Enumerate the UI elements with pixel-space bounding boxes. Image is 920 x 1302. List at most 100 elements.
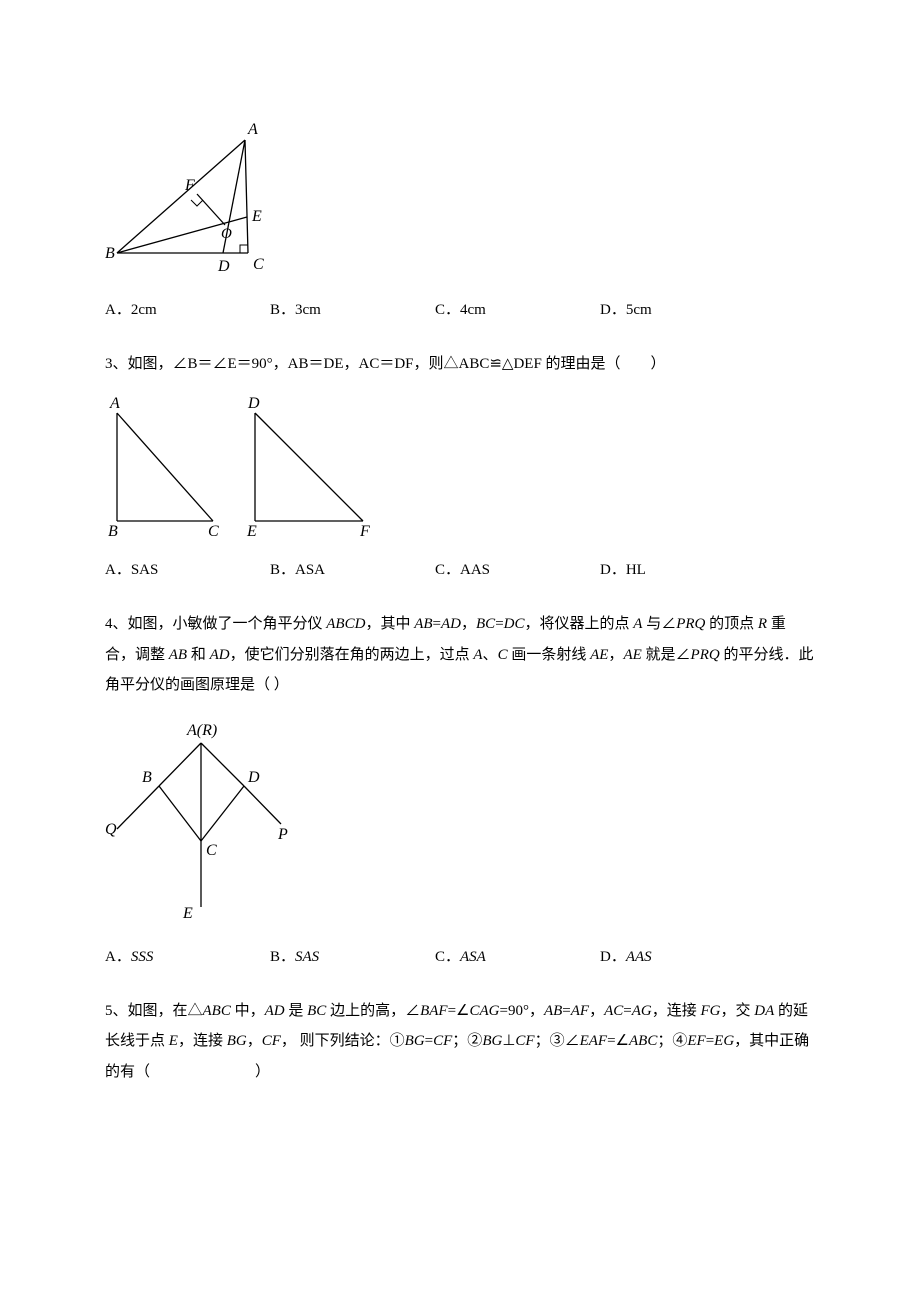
q5-abc2: ABC bbox=[629, 1033, 657, 1049]
q5-e3: = bbox=[623, 1003, 631, 1019]
q5-bg2: BG bbox=[405, 1033, 425, 1049]
q5-p9: ， 则下列结论：① bbox=[281, 1033, 405, 1049]
q5-p3: 是 bbox=[285, 1003, 308, 1019]
label-B4: B bbox=[142, 769, 152, 786]
q4-t8: ，使它们分别落在角的两边上，过点 bbox=[230, 647, 474, 663]
q4-od-p: D． bbox=[600, 949, 626, 965]
q3-svg: A B C D E F bbox=[105, 393, 385, 538]
q4-dun: 、 bbox=[483, 647, 498, 663]
q5-af: AF bbox=[571, 1003, 589, 1019]
q4-t7: 和 bbox=[187, 647, 210, 663]
q3-text: 3、如图，∠B＝∠E＝90°，AB＝DE，AC＝DF，则△ABC≌△DEF 的理… bbox=[105, 349, 815, 380]
q5-eaf: EAF bbox=[580, 1033, 608, 1049]
label-E: E bbox=[251, 208, 262, 225]
q4-options: A．SSS B．SAS C．ASA D．AAS bbox=[105, 943, 815, 972]
q5-ef: EF bbox=[687, 1033, 705, 1049]
q5-cag: CAG bbox=[470, 1003, 500, 1019]
q5-bc: BC bbox=[307, 1003, 326, 1019]
q5-ad: AD bbox=[265, 1003, 285, 1019]
q5-e5: = bbox=[607, 1033, 615, 1049]
q5-cf: CF bbox=[262, 1033, 281, 1049]
q5-p12: ∠ bbox=[616, 1033, 629, 1049]
q5-da: DA bbox=[754, 1003, 774, 1019]
q4-ad2: AD bbox=[210, 647, 230, 663]
q5-eg: EG bbox=[714, 1033, 734, 1049]
q4-ab2: AB bbox=[169, 647, 187, 663]
q4-t5: 的顶点 bbox=[705, 616, 758, 632]
q5-ac: AC bbox=[604, 1003, 623, 1019]
q5-ag: AG bbox=[632, 1003, 652, 1019]
q4-r: R bbox=[758, 616, 767, 632]
q4-opt-b[interactable]: B．SAS bbox=[270, 943, 435, 972]
q4-abcd: ABCD bbox=[326, 616, 365, 632]
q4-text: 4、如图，小敏做了一个角平分仪 ABCD，其中 AB=AD，BC=DC，将仪器上… bbox=[105, 609, 815, 701]
q3-opt-c[interactable]: C．AAS bbox=[435, 556, 600, 585]
q2-opt-d[interactable]: D．5cm bbox=[600, 296, 765, 325]
q4-prq: PRQ bbox=[676, 616, 705, 632]
q4-ab: AB bbox=[414, 616, 432, 632]
q4-oc-v: ASA bbox=[460, 949, 486, 965]
q4-opt-c[interactable]: C．ASA bbox=[435, 943, 600, 972]
q2-opt-c[interactable]: C．4cm bbox=[435, 296, 600, 325]
q2-svg: A F O E B D C bbox=[105, 118, 265, 276]
label-F: F bbox=[184, 177, 195, 194]
label-O: O bbox=[221, 226, 232, 242]
q4-svg: A(R) B D Q P C E bbox=[105, 721, 300, 923]
q3-opt-a[interactable]: A．SAS bbox=[105, 556, 270, 585]
q4-ad: AD bbox=[441, 616, 461, 632]
q5-e1: = bbox=[448, 1003, 456, 1019]
q5-p8: ，连接 bbox=[178, 1033, 227, 1049]
q5-e2: = bbox=[562, 1003, 570, 1019]
q5-p11: ；③∠ bbox=[535, 1033, 580, 1049]
q5-ab: AB bbox=[544, 1003, 562, 1019]
q5-90: =90°， bbox=[500, 1003, 544, 1019]
label-F3: F bbox=[359, 523, 370, 538]
q5-c2: ， bbox=[247, 1033, 262, 1049]
q4-figure: A(R) B D Q P C E bbox=[105, 721, 815, 923]
label-D3: D bbox=[247, 395, 260, 412]
q3-figure: A B C D E F bbox=[105, 393, 815, 538]
q4-t3: ，将仪器上的点 bbox=[525, 616, 634, 632]
q4-eq2: = bbox=[495, 616, 503, 632]
q4-c1: ， bbox=[461, 616, 476, 632]
q4-opt-d[interactable]: D．AAS bbox=[600, 943, 765, 972]
q5-text: 5、如图，在△ABC 中，AD 是 BC 边上的高，∠BAF=∠CAG=90°，… bbox=[105, 996, 815, 1088]
q5-e6: = bbox=[706, 1033, 714, 1049]
q4-ae: AE bbox=[590, 647, 608, 663]
q5-p1: 5、如图，在△ bbox=[105, 1003, 203, 1019]
label-AR: A(R) bbox=[186, 722, 217, 739]
q2-figure: A F O E B D C bbox=[105, 118, 815, 276]
q2-opt-b[interactable]: B．3cm bbox=[270, 296, 435, 325]
q4-opt-a[interactable]: A．SSS bbox=[105, 943, 270, 972]
q5-baf: BAF bbox=[420, 1003, 448, 1019]
q4-t9: 画一条射线 bbox=[508, 647, 591, 663]
label-C: C bbox=[253, 256, 264, 273]
q3-options: A．SAS B．ASA C．AAS D．HL bbox=[105, 556, 815, 585]
q3-opt-b[interactable]: B．ASA bbox=[270, 556, 435, 585]
q4-od-v: AAS bbox=[626, 949, 652, 965]
q3-opt-d[interactable]: D．HL bbox=[600, 556, 765, 585]
label-A: A bbox=[247, 121, 258, 138]
q4-ob-v: SAS bbox=[295, 949, 319, 965]
q4-oa-p: A． bbox=[105, 949, 131, 965]
q5-cf2: CF bbox=[433, 1033, 452, 1049]
q4-t4: 与∠ bbox=[642, 616, 676, 632]
q4-ob-p: B． bbox=[270, 949, 295, 965]
label-A3: A bbox=[109, 395, 120, 412]
q4-a2: A bbox=[473, 647, 482, 663]
q5-c1: ， bbox=[589, 1003, 604, 1019]
q4-dc: DC bbox=[504, 616, 525, 632]
label-C4: C bbox=[206, 842, 217, 859]
label-Q: Q bbox=[105, 821, 117, 838]
q2-options: A．2cm B．3cm C．4cm D．5cm bbox=[105, 296, 815, 325]
label-C3: C bbox=[208, 523, 219, 538]
q2-opt-a[interactable]: A．2cm bbox=[105, 296, 270, 325]
label-B3: B bbox=[108, 523, 118, 538]
q5-cf3: CF bbox=[515, 1033, 534, 1049]
q4-oa-v: SSS bbox=[131, 949, 154, 965]
q5-p6: ，交 bbox=[721, 1003, 755, 1019]
q5-p2: 中， bbox=[231, 1003, 265, 1019]
q4-t1: 4、如图，小敏做了一个角平分仪 bbox=[105, 616, 326, 632]
q4-t2: ，其中 bbox=[365, 616, 414, 632]
q5-fg: FG bbox=[701, 1003, 721, 1019]
